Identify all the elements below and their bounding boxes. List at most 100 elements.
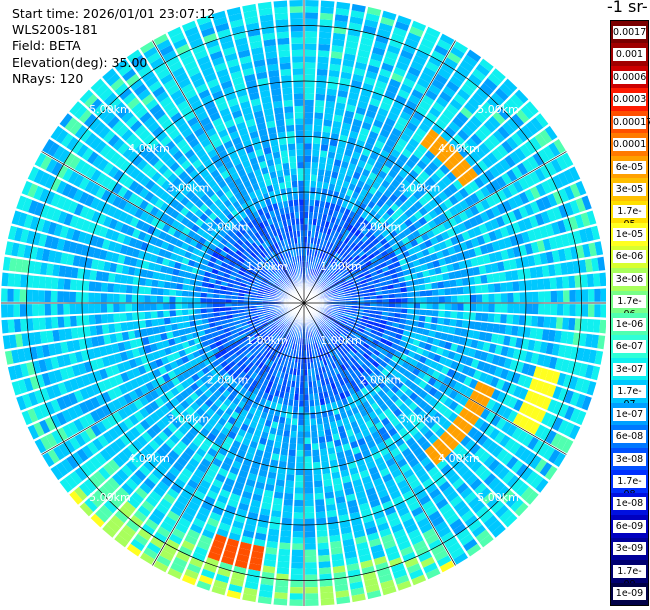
ray-gate bbox=[133, 510, 147, 523]
ray-gate bbox=[340, 364, 347, 371]
ray-gate bbox=[386, 84, 399, 95]
ray-gate bbox=[552, 386, 563, 400]
ray-gate bbox=[313, 212, 318, 219]
ray-gate bbox=[218, 394, 227, 403]
ray-gate bbox=[206, 293, 214, 298]
ray-gate bbox=[114, 82, 129, 96]
ray-gate bbox=[484, 332, 493, 342]
ray-gate bbox=[219, 489, 231, 499]
ray-gate bbox=[122, 447, 134, 460]
ray-gate bbox=[358, 553, 372, 563]
ray-gate bbox=[474, 381, 484, 392]
ray-gate bbox=[409, 169, 419, 180]
ray-gate bbox=[212, 138, 223, 149]
ray-gate bbox=[272, 369, 278, 377]
ray-gate bbox=[272, 203, 279, 211]
ray-gate bbox=[411, 20, 427, 32]
ray-gate bbox=[117, 254, 126, 264]
ray-gate bbox=[121, 110, 134, 124]
ray-gate bbox=[349, 330, 356, 336]
ray-gate bbox=[259, 14, 274, 22]
ray-gate bbox=[175, 522, 189, 534]
ray-gate bbox=[252, 544, 265, 553]
ray-gate bbox=[122, 189, 133, 201]
ray-gate bbox=[580, 318, 588, 332]
ray-gate bbox=[468, 519, 482, 533]
ray-gate bbox=[319, 25, 332, 33]
ray-gate bbox=[315, 328, 320, 335]
ray-gate bbox=[227, 204, 236, 213]
ray-gate bbox=[281, 404, 288, 412]
ray-gate bbox=[460, 328, 468, 337]
ray-gate bbox=[118, 87, 133, 101]
ray-gate bbox=[304, 255, 307, 262]
ray-gate bbox=[395, 380, 404, 389]
ray-gate bbox=[219, 298, 226, 303]
ray-gate bbox=[336, 146, 345, 155]
ray-gate bbox=[264, 233, 271, 241]
ray-gate bbox=[346, 239, 354, 247]
ray-gate bbox=[225, 242, 233, 250]
ray-gate bbox=[405, 159, 416, 169]
ray-gate bbox=[328, 349, 334, 357]
ray-gate bbox=[333, 439, 342, 447]
ray-gate bbox=[312, 276, 316, 283]
ray-gate bbox=[311, 368, 316, 376]
ray-gate bbox=[11, 242, 20, 257]
ray-gate bbox=[61, 458, 74, 473]
ray-gate bbox=[333, 367, 340, 375]
ray-gate bbox=[417, 410, 427, 420]
ray-gate bbox=[419, 309, 427, 316]
ray-gate bbox=[220, 426, 230, 436]
ray-gate bbox=[173, 261, 182, 270]
ray-gate bbox=[188, 457, 200, 468]
ray-gate bbox=[382, 452, 393, 462]
ray-gate bbox=[159, 44, 174, 57]
ray-gate bbox=[118, 383, 128, 395]
ray-gate bbox=[134, 387, 144, 398]
ray-gate bbox=[352, 325, 359, 331]
ray-gate bbox=[295, 475, 304, 482]
ray-gate bbox=[372, 349, 381, 357]
ray-gate bbox=[47, 142, 60, 157]
ray-gate bbox=[542, 355, 552, 368]
ray-gate bbox=[128, 402, 139, 414]
ray-gate bbox=[263, 108, 274, 117]
ray-gate bbox=[279, 391, 285, 399]
ray-gate bbox=[544, 304, 551, 315]
ray-gate bbox=[481, 313, 489, 322]
ray-gate bbox=[60, 252, 69, 265]
ray-gate bbox=[359, 443, 369, 452]
ray-gate bbox=[293, 406, 299, 413]
ray-gate bbox=[128, 237, 138, 248]
ray-gate bbox=[289, 6, 303, 13]
ray-gate bbox=[120, 322, 128, 332]
ray-gate bbox=[290, 387, 295, 394]
ray-gate bbox=[284, 340, 289, 348]
ray-gate bbox=[78, 482, 92, 497]
ray-gate bbox=[501, 452, 514, 466]
ray-gate bbox=[246, 267, 254, 273]
ray-gate bbox=[389, 331, 397, 338]
ray-gate bbox=[337, 172, 346, 181]
ray-gate bbox=[541, 412, 552, 426]
ray-gate bbox=[83, 269, 91, 280]
ray-gate bbox=[200, 169, 210, 179]
ray-gate bbox=[506, 314, 514, 325]
ray-gate bbox=[254, 409, 262, 418]
ray-gate bbox=[117, 198, 128, 210]
ray-gate bbox=[314, 399, 320, 407]
ray-gate bbox=[330, 341, 336, 348]
ray-gate bbox=[274, 256, 280, 263]
ray-gate bbox=[350, 440, 359, 449]
ray-gate bbox=[161, 258, 170, 266]
ray-gate bbox=[286, 124, 295, 132]
ray-gate bbox=[343, 481, 353, 490]
ray-gate bbox=[416, 144, 428, 155]
ray-gate bbox=[278, 337, 284, 345]
ray-gate bbox=[466, 329, 474, 339]
ray-gate bbox=[107, 477, 120, 491]
ray-gate bbox=[296, 268, 300, 275]
ray-gate bbox=[463, 54, 478, 68]
ray-gate bbox=[281, 442, 289, 450]
